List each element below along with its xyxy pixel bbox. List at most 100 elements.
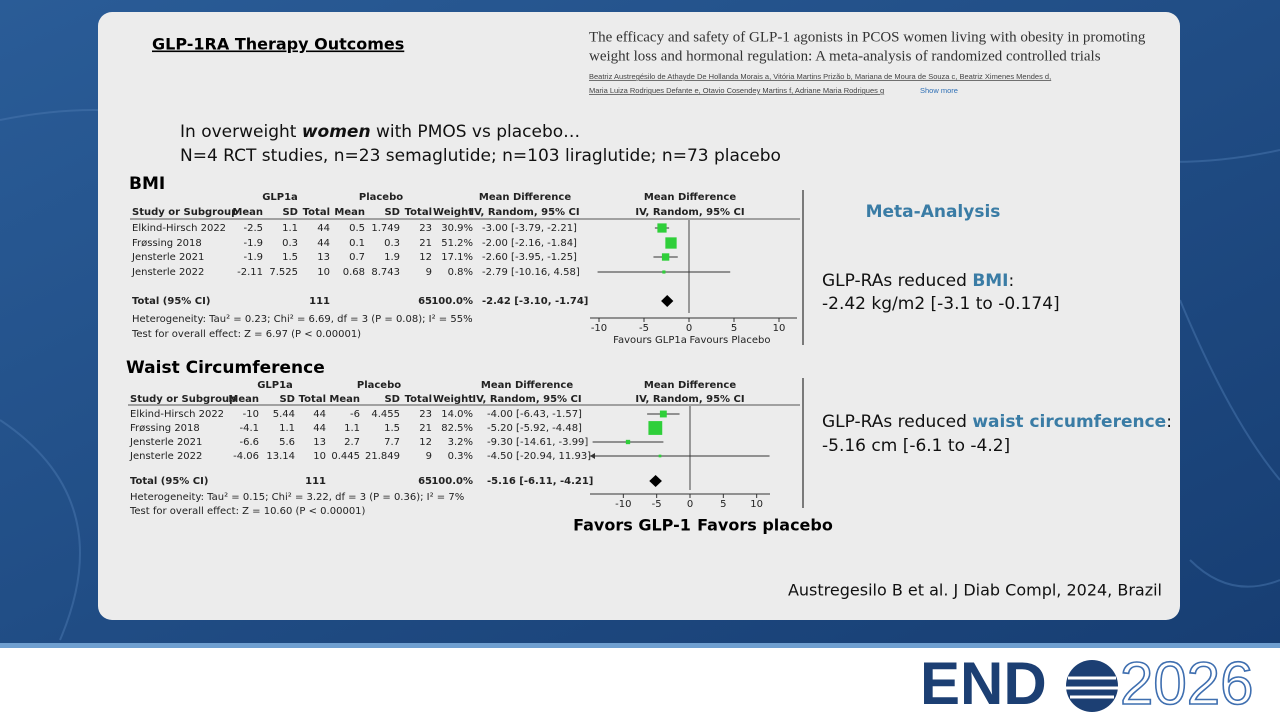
- study: Elkind-Hirsch 2022: [132, 223, 226, 234]
- cell: 23: [419, 409, 432, 420]
- col-header: IV, Random, 95% CI: [635, 394, 744, 405]
- result: GLP-RAs reduced waist circumference:: [822, 412, 1172, 432]
- cell: 8.743: [371, 267, 400, 278]
- intro-em: women: [302, 122, 371, 142]
- weight: 100.0%: [431, 476, 473, 487]
- forest-title: Waist Circumference: [126, 358, 325, 378]
- result-text: :: [1009, 271, 1015, 291]
- group-header: Mean Difference: [644, 192, 736, 203]
- weight: 51.2%: [441, 238, 473, 249]
- citation: Austregesilo B et al. J Diab Compl, 2024…: [788, 581, 1162, 600]
- weight: 0.8%: [448, 267, 473, 278]
- col-header: Weight: [433, 394, 473, 405]
- cell: 9: [426, 451, 432, 462]
- intro-text: In overweight: [180, 122, 302, 142]
- weight: 14.0%: [441, 409, 473, 420]
- col-header: SD: [384, 394, 400, 405]
- effect-square: [662, 270, 666, 274]
- tick-label: -5: [652, 499, 662, 510]
- cell: -1.9: [243, 252, 263, 263]
- result-hl: BMI: [972, 271, 1008, 291]
- cell: 4.455: [371, 409, 400, 420]
- col-header: IV, Random, 95% CI: [470, 207, 579, 218]
- study: Elkind-Hirsch 2022: [130, 409, 224, 420]
- cell: 1.749: [371, 223, 400, 234]
- md-label: -2.42 [-3.10, -1.74]: [482, 296, 588, 307]
- col-header: Total: [299, 394, 326, 405]
- col-header: Study or Subgroup: [132, 207, 238, 218]
- cell: 12: [419, 437, 432, 448]
- group-header: Mean Difference: [644, 380, 736, 391]
- cell: 1.1: [282, 223, 298, 234]
- intro: In overweight women with PMOS vs placebo…: [180, 122, 580, 142]
- cell: 7.7: [384, 437, 400, 448]
- intro-text: with PMOS vs placebo…: [371, 122, 581, 142]
- effect-square: [648, 421, 663, 435]
- paper-title: The efficacy and safety of GLP-1 agonist…: [589, 29, 1146, 45]
- cell: 21: [419, 238, 432, 249]
- logo-left: END: [920, 650, 1047, 717]
- cell: 13.14: [266, 451, 295, 462]
- authors: Beatriz Austregésilo de Athayde De Holla…: [589, 72, 1051, 81]
- weight: 82.5%: [441, 423, 473, 434]
- col-header: Mean: [228, 394, 259, 405]
- tick-label: -10: [615, 499, 631, 510]
- ci-arrow: [590, 453, 595, 459]
- overall: Test for overall effect: Z = 6.97 (P < 0…: [131, 329, 361, 340]
- cell: 0.445: [331, 451, 360, 462]
- logo-globe: [1066, 660, 1118, 712]
- cell: 44: [313, 409, 326, 420]
- cell: 44: [317, 223, 330, 234]
- weight: 0.3%: [448, 451, 473, 462]
- paper-title: weight loss and hormonal regulation: A m…: [589, 48, 1101, 64]
- logo-right: 2026: [1120, 650, 1253, 717]
- cell: 5.44: [273, 409, 295, 420]
- study: Jensterle 2022: [129, 451, 202, 462]
- show-more[interactable]: Show more: [920, 86, 958, 95]
- col-header: Total: [405, 394, 432, 405]
- cell: -4.1: [239, 423, 259, 434]
- forest-title: BMI: [129, 174, 165, 194]
- effect-square: [657, 223, 667, 233]
- col-header: IV, Random, 95% CI: [635, 207, 744, 218]
- intro: N=4 RCT studies, n=23 semaglutide; n=103…: [180, 146, 781, 166]
- col-header: Study or Subgroup: [130, 394, 236, 405]
- group-header: Placebo: [357, 380, 401, 391]
- cell: 65: [418, 476, 432, 487]
- cell: 0.3: [384, 238, 400, 249]
- card: [98, 12, 1180, 620]
- cell: 5.6: [279, 437, 295, 448]
- favors-label: Favors placebo: [697, 516, 833, 535]
- group-header: GLP1a: [262, 192, 298, 203]
- study: Frøssing 2018: [132, 238, 202, 249]
- md-label: -5.16 [-6.11, -4.21]: [487, 476, 593, 487]
- group-header: Placebo: [359, 192, 403, 203]
- cell: 44: [313, 423, 326, 434]
- cell: -4.06: [233, 451, 259, 462]
- tick-label: 0: [687, 499, 693, 510]
- col-header: Mean: [334, 207, 365, 218]
- result-text: :: [1166, 412, 1172, 432]
- col-header: SD: [384, 207, 400, 218]
- effect-square: [665, 237, 677, 249]
- col-header: Weight: [433, 207, 473, 218]
- col-header: SD: [282, 207, 298, 218]
- effect-square: [658, 454, 662, 458]
- tick-label: 5: [720, 499, 726, 510]
- cell: 0.5: [349, 223, 365, 234]
- cell: 0.1: [349, 238, 365, 249]
- md-label: -9.30 [-14.61, -3.99]: [487, 437, 588, 448]
- cell: 1.5: [384, 423, 400, 434]
- weight: 100.0%: [431, 296, 473, 307]
- col-header: Mean: [329, 394, 360, 405]
- cell: 9: [426, 267, 432, 278]
- tick-label: 10: [750, 499, 763, 510]
- cell: 10: [313, 451, 326, 462]
- cell: 12: [419, 252, 432, 263]
- study: Frøssing 2018: [130, 423, 200, 434]
- cell: -2.11: [237, 267, 263, 278]
- favours: Favours GLP1a: [613, 335, 687, 346]
- cell: 7.525: [269, 267, 298, 278]
- cell: 13: [317, 252, 330, 263]
